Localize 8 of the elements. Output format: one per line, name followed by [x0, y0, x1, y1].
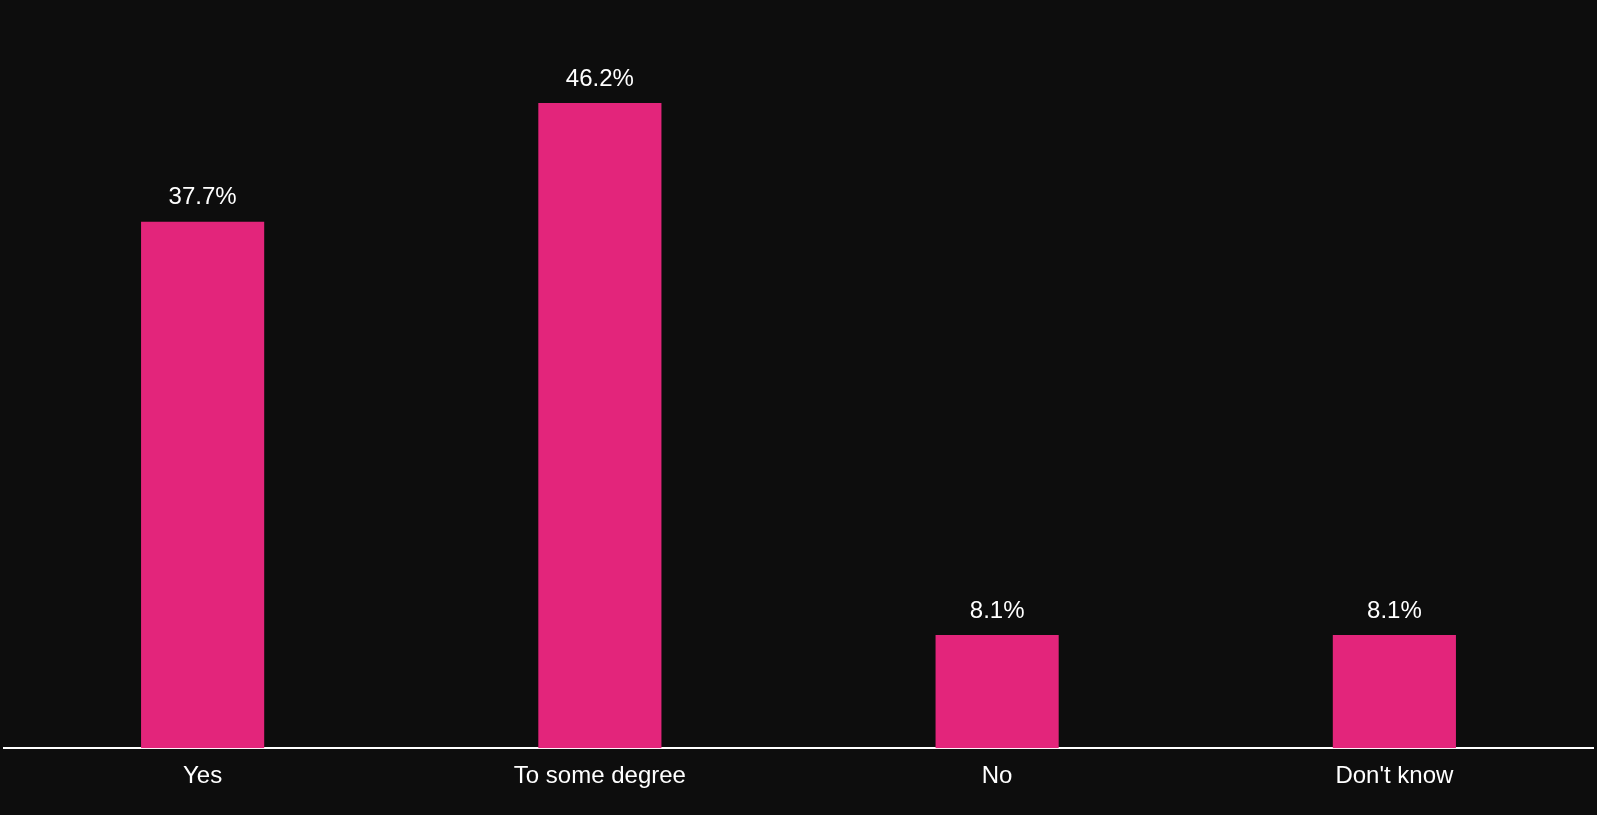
x-tick-label: To some degree — [513, 761, 686, 789]
data-label: 37.7% — [168, 182, 237, 210]
data-label: 8.1% — [1367, 595, 1422, 623]
data-label: 46.2% — [565, 63, 634, 91]
x-tick-label: Yes — [183, 761, 223, 789]
x-tick-label: No — [981, 761, 1013, 789]
x-tick-label: Don't know — [1335, 761, 1455, 789]
data-label: 8.1% — [969, 595, 1025, 623]
